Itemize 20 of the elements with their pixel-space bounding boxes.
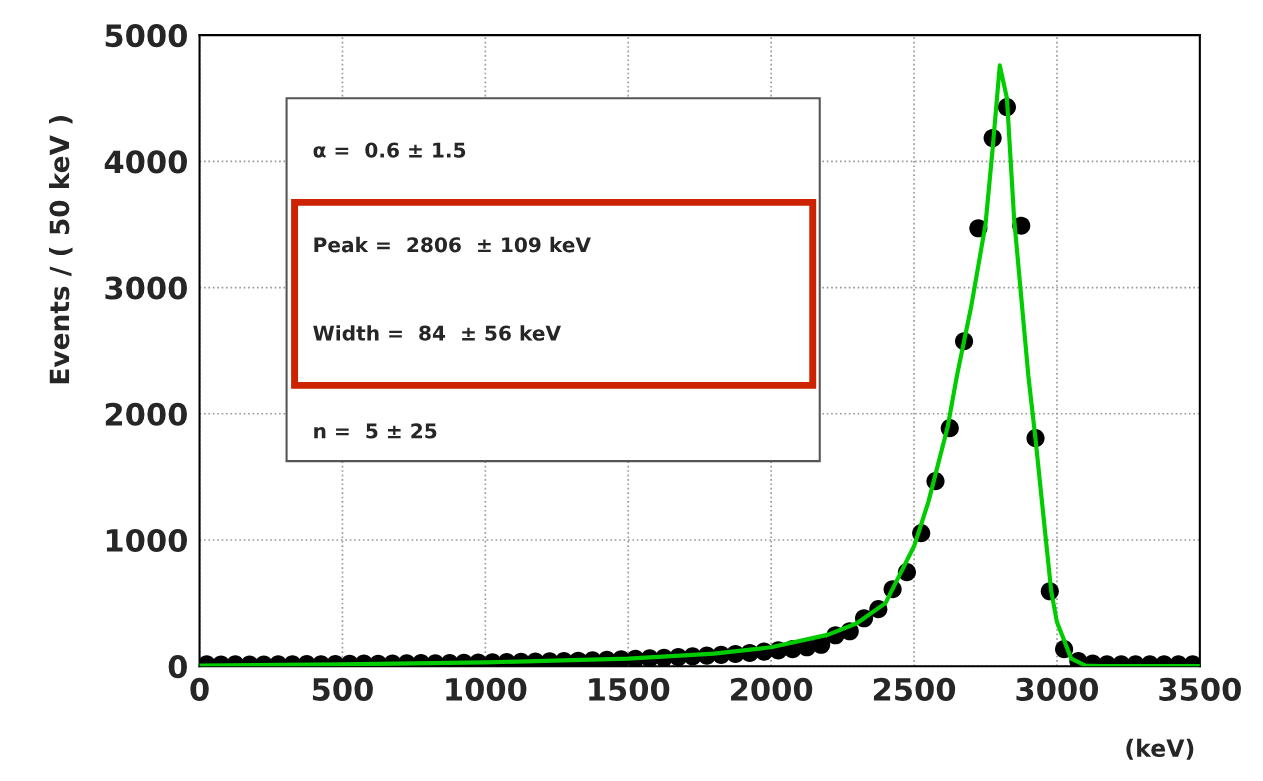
annotation: Peak = 2806 ± 109 keV [314, 236, 591, 253]
x-tick-label: 2500 [873, 677, 956, 701]
x-tick-label: 2000 [731, 677, 813, 701]
x-tick-label: 3000 [1016, 677, 1099, 701]
y-tick-label: 2000 [105, 402, 187, 426]
y-tick-label: 0 [168, 655, 187, 679]
y-tick-label: 5000 [105, 24, 187, 48]
x-axis-title: (keV) [1126, 738, 1194, 760]
x-tick-label: 0 [190, 677, 209, 701]
annotation: n = 5 ± 25 [314, 423, 437, 439]
x-tick-label: 1500 [589, 677, 670, 701]
y-tick-label: 4000 [104, 150, 187, 174]
x-tick-label: 1000 [446, 677, 527, 701]
y-tick-label: 1000 [106, 528, 187, 553]
y-tick-label: 3000 [105, 276, 187, 300]
annotation: Width = 84 ± 56 keV [313, 325, 561, 341]
x-tick-label: 3500 [1159, 677, 1241, 701]
y-axis-title: Events / ( 50 keV ) [48, 116, 73, 384]
annotation: α = 0.6 ± 1.5 [313, 142, 466, 158]
x-tick-label: 500 [312, 677, 373, 701]
